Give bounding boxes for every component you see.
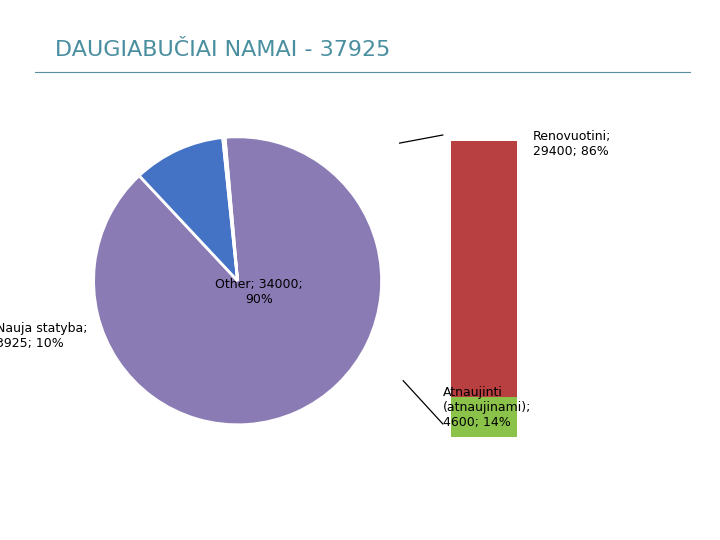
Text: Other; 34000;
90%: Other; 34000; 90% bbox=[215, 278, 303, 306]
Text: Nauja statyba;
3925; 10%: Nauja statyba; 3925; 10% bbox=[0, 321, 87, 349]
Text: Renovuotini;
29400; 86%: Renovuotini; 29400; 86% bbox=[533, 130, 611, 158]
Wedge shape bbox=[139, 138, 238, 281]
Wedge shape bbox=[94, 137, 382, 425]
Text: DAUGIABUČIAI NAMAI - 37925: DAUGIABUČIAI NAMAI - 37925 bbox=[55, 40, 390, 60]
Bar bbox=[451, 397, 518, 437]
Bar bbox=[451, 141, 518, 397]
Text: Atnaujinti
(atnaujinami);
4600; 14%: Atnaujinti (atnaujinami); 4600; 14% bbox=[443, 386, 531, 429]
Wedge shape bbox=[222, 137, 238, 281]
